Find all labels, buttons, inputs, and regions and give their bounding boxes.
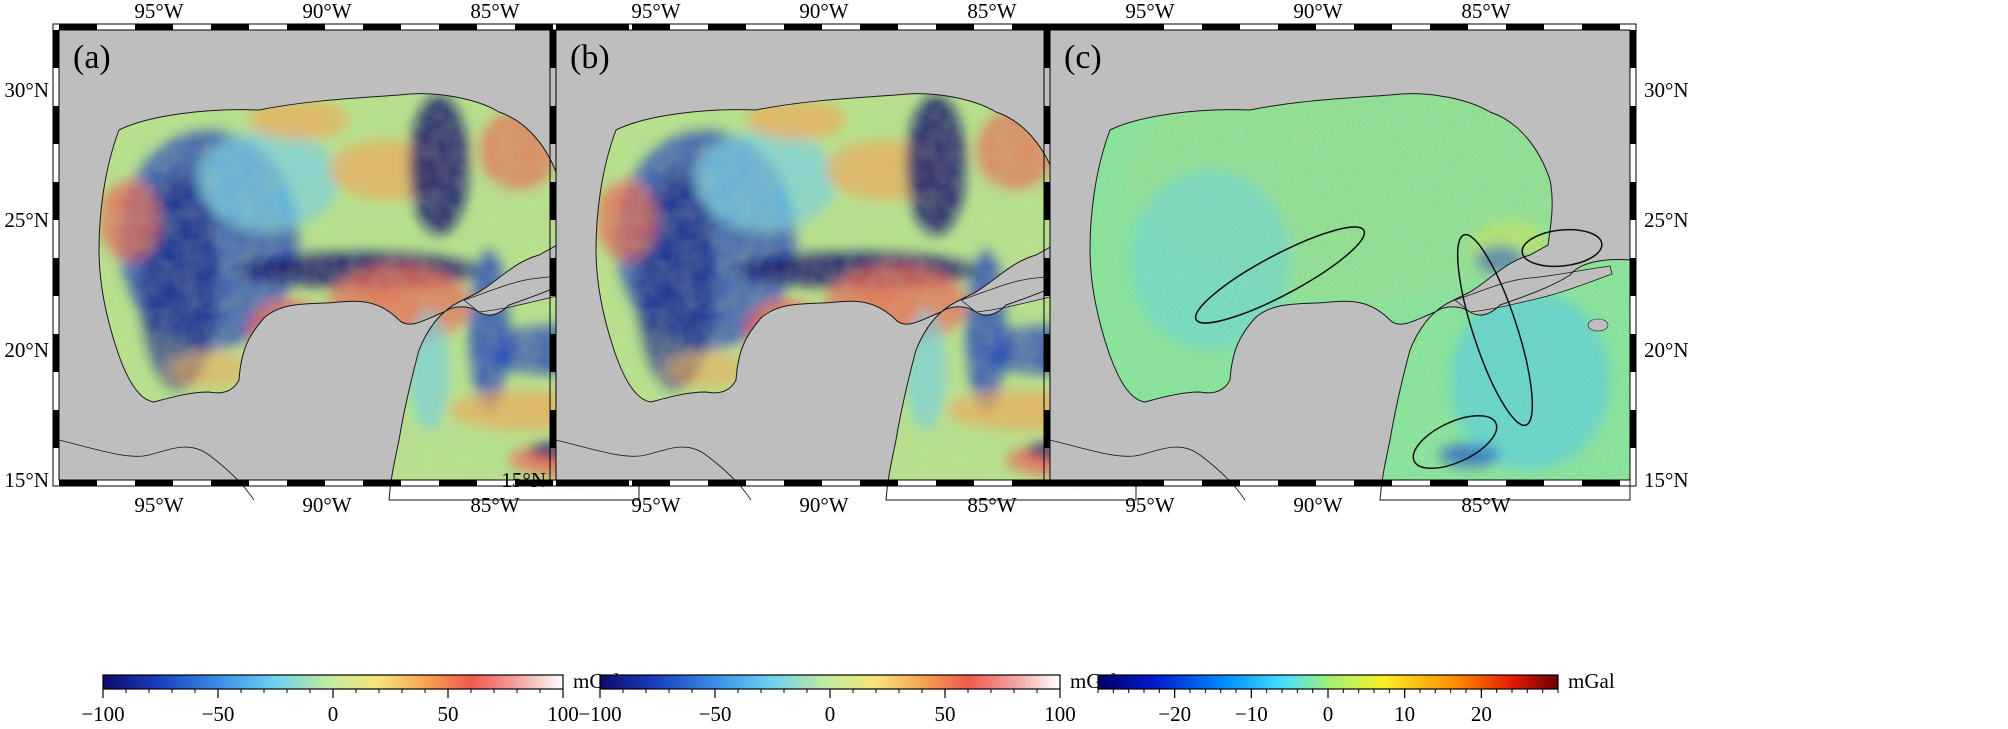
pacific-coastline xyxy=(1049,439,1246,501)
lat-tick: 20°N xyxy=(1644,338,1689,362)
panel-label: (a) xyxy=(73,39,111,76)
lon-tick-top: 95°W xyxy=(631,0,680,23)
colorbar-tick-label: 20 xyxy=(1471,702,1492,726)
ellipse-honduras xyxy=(1412,414,1498,470)
colorbar-tick-label: −100 xyxy=(81,702,124,726)
colorbar-tick-label: 0 xyxy=(1323,702,1334,726)
highlight-ellipses xyxy=(1194,226,1603,470)
colorbar-tick-label: 10 xyxy=(1394,702,1415,726)
colorbar-tick-label: 50 xyxy=(935,702,956,726)
panel-label: (b) xyxy=(570,39,610,76)
lon-tick-bottom: 95°W xyxy=(1125,493,1174,517)
lon-tick-bottom: 95°W xyxy=(631,493,680,517)
lat-tick: 15°N xyxy=(1644,468,1689,492)
ellipse-campeche xyxy=(1194,226,1366,324)
colorbar-gradient xyxy=(599,674,1061,690)
lat-tick: 25°N xyxy=(1644,208,1689,232)
lat-tick: 25°N xyxy=(4,208,49,232)
panel-a: (a) 95°W 95°W 90°W 90°W 85°W 85°W 30°N 25°N 20°N 1… xyxy=(4,0,646,517)
lat-tick: 30°N xyxy=(1644,78,1689,102)
colorbar-unit: mGal xyxy=(1568,669,1615,693)
colorbar-tick-label: 50 xyxy=(438,702,459,726)
island-isla-juventud xyxy=(1587,318,1609,332)
colorbar-tick-label: −10 xyxy=(1235,702,1268,726)
lat-tick: 15°N xyxy=(501,468,546,492)
lon-tick-top: 95°W xyxy=(1125,0,1174,23)
map-frame xyxy=(549,23,1143,487)
colorbar-tick-label: 0 xyxy=(825,702,836,726)
colorbar-gradient xyxy=(102,674,564,690)
lon-tick-top: 85°W xyxy=(1461,0,1510,23)
lon-tick-top: 90°W xyxy=(302,0,351,23)
lon-tick-bottom: 85°W xyxy=(967,493,1016,517)
coastline xyxy=(98,93,640,501)
lon-tick-bottom: 90°W xyxy=(799,493,848,517)
panel-label: (c) xyxy=(1064,39,1102,76)
lon-tick-bottom: 90°W xyxy=(1293,493,1342,517)
lat-tick: 20°N xyxy=(4,338,49,362)
lat-tick: 30°N xyxy=(4,78,49,102)
lon-tick-top: 90°W xyxy=(799,0,848,23)
lon-tick-top: 85°W xyxy=(470,0,519,23)
colorbar: −20 −10 0 10 20 mGal xyxy=(1097,669,1615,726)
coastline xyxy=(1089,93,1631,501)
island-cuba xyxy=(1454,265,1613,313)
lon-tick-bottom: 85°W xyxy=(1461,493,1510,517)
lat-tick: 15°N xyxy=(4,468,49,492)
pacific-coastline xyxy=(555,439,752,501)
lon-tick-bottom: 90°W xyxy=(302,493,351,517)
lon-tick-top: 95°W xyxy=(134,0,183,23)
colorbar-gradient xyxy=(1097,674,1559,690)
lon-tick-top: 90°W xyxy=(1293,0,1342,23)
lon-tick-bottom: 95°W xyxy=(134,493,183,517)
colorbar-tick-label: 100 xyxy=(1044,702,1076,726)
pacific-coastline xyxy=(58,439,255,501)
colorbar-tick-label: −50 xyxy=(202,702,235,726)
colorbar-tick-label: 100 xyxy=(547,702,579,726)
colorbar-tick-label: 0 xyxy=(328,702,339,726)
colorbar-tick-label: −100 xyxy=(578,702,621,726)
ellipse-florida-straits xyxy=(1521,228,1603,268)
lon-tick-bottom: 85°W xyxy=(470,493,519,517)
colorbar-tick-label: −50 xyxy=(699,702,732,726)
ellipse-yucatan-channel xyxy=(1456,233,1534,427)
panel-c: (c) 95°W 95°W 90°W 90°W 85°W 85°W 30°N 25°N 20°N 1… xyxy=(1043,0,1689,517)
map-frame xyxy=(1043,23,1637,487)
colorbar-tick-label: −20 xyxy=(1158,702,1191,726)
lon-tick-top: 85°W xyxy=(967,0,1016,23)
